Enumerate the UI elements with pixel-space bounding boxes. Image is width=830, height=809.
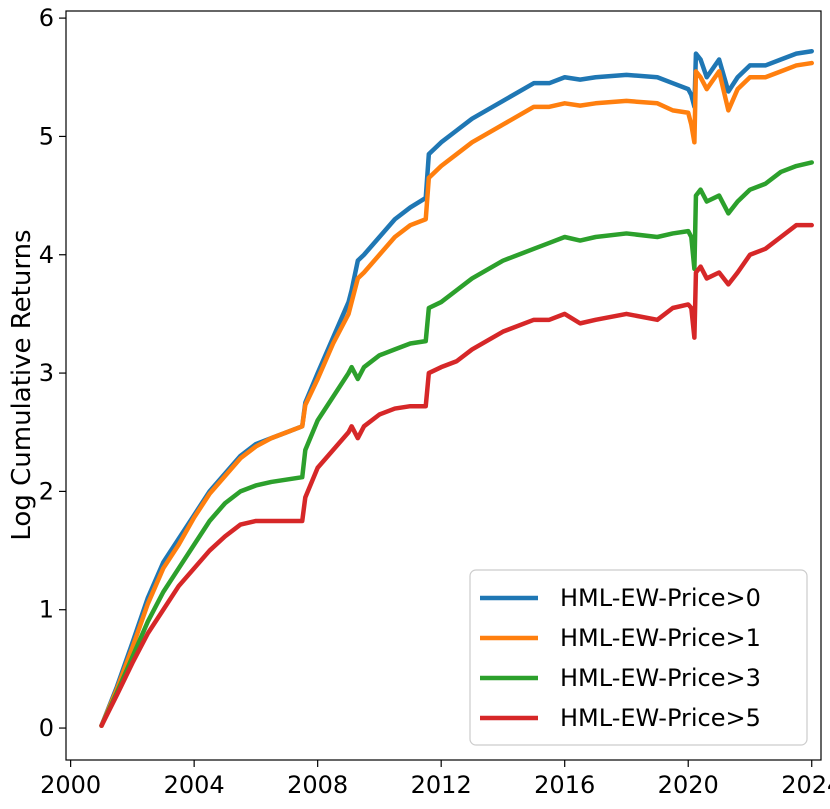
x-tick-label: 2024 xyxy=(781,771,830,799)
y-tick-label: 1 xyxy=(39,596,54,624)
legend: HML-EW-Price>0 HML-EW-Price>1 HML-EW-Price… xyxy=(469,569,808,746)
legend-label-1: HML-EW-Price>0 xyxy=(560,584,761,612)
x-tick-label: 2008 xyxy=(287,771,348,799)
y-axis: 0 1 2 3 4 5 6 xyxy=(39,4,66,742)
y-tick-label: 2 xyxy=(39,477,54,505)
series-layer xyxy=(99,48,814,728)
legend-items: HML-EW-Price>0 HML-EW-Price>1 HML-EW-Price… xyxy=(480,584,761,732)
x-tick-label: 2000 xyxy=(40,771,101,799)
x-tick-label: 2016 xyxy=(534,771,595,799)
y-axis-label: Log Cumulative Returns xyxy=(7,229,37,540)
y-tick-label: 6 xyxy=(39,4,54,32)
y-tick-label: 0 xyxy=(39,714,54,742)
x-tick-label: 2012 xyxy=(411,771,472,799)
y-tick-label: 5 xyxy=(39,122,54,150)
y-tick-label: 3 xyxy=(39,359,54,387)
plot-frame xyxy=(65,10,822,761)
legend-box xyxy=(469,569,808,746)
x-axis: 2000 2004 2008 2012 2016 2020 2024 xyxy=(40,760,830,799)
legend-label-4: HML-EW-Price>5 xyxy=(560,704,761,732)
series-line-3 xyxy=(99,160,814,728)
x-tick-label: 2020 xyxy=(658,771,719,799)
x-tick-label: 2004 xyxy=(164,771,225,799)
series-line-4 xyxy=(99,222,814,728)
y-tick-label: 4 xyxy=(39,241,54,269)
series-line-2 xyxy=(99,60,814,728)
legend-label-3: HML-EW-Price>3 xyxy=(560,664,761,692)
legend-label-2: HML-EW-Price>1 xyxy=(560,624,761,652)
